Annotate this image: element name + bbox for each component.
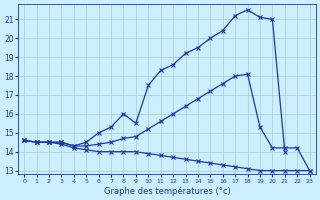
X-axis label: Graphe des températures (°c): Graphe des températures (°c) <box>104 186 230 196</box>
